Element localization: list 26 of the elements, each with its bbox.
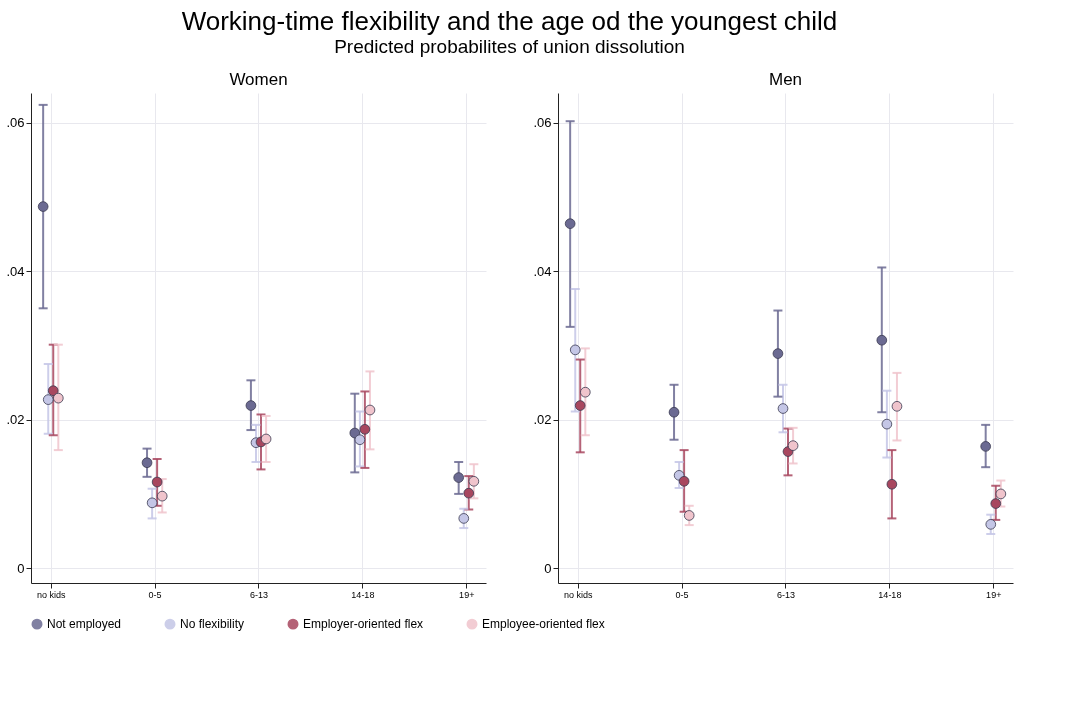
y-tick-label: 0 — [544, 560, 552, 576]
x-tick-label: 6-13 — [776, 589, 796, 600]
chart-title: Women — [229, 70, 288, 89]
x-tick-label: 0-5 — [675, 589, 689, 600]
x-tick-label: 19+ — [986, 589, 1002, 600]
y-tick-label: .04 — [6, 263, 25, 279]
legend-label: Employer-oriented flex — [303, 617, 424, 632]
text: Working-time flexibility and the age od the youngest child — [181, 5, 838, 36]
legend-label: Employee-oriented flex — [482, 617, 605, 632]
x-tick-label: 19+ — [459, 589, 475, 600]
legend-label: No flexibility — [180, 617, 245, 632]
x-tick-label: no kids — [563, 589, 593, 600]
y-tick-label: .06 — [6, 115, 25, 131]
y-tick-label: .06 — [533, 115, 552, 131]
x-tick-label: no kids — [36, 589, 66, 600]
y-tick-label: .04 — [533, 263, 552, 279]
x-tick-label: 14-18 — [878, 589, 902, 600]
text: Predicted probabilites of union dissolution — [334, 35, 685, 57]
chart-title: Men — [768, 70, 803, 89]
x-tick-label: 14-18 — [351, 589, 375, 600]
y-tick-label: .02 — [533, 412, 552, 428]
y-tick-label: .02 — [6, 412, 25, 428]
y-tick-label: 0 — [17, 560, 25, 576]
x-tick-label: 6-13 — [249, 589, 269, 600]
x-tick-label: 0-5 — [148, 589, 162, 600]
legend-label: Not employed — [47, 617, 122, 632]
